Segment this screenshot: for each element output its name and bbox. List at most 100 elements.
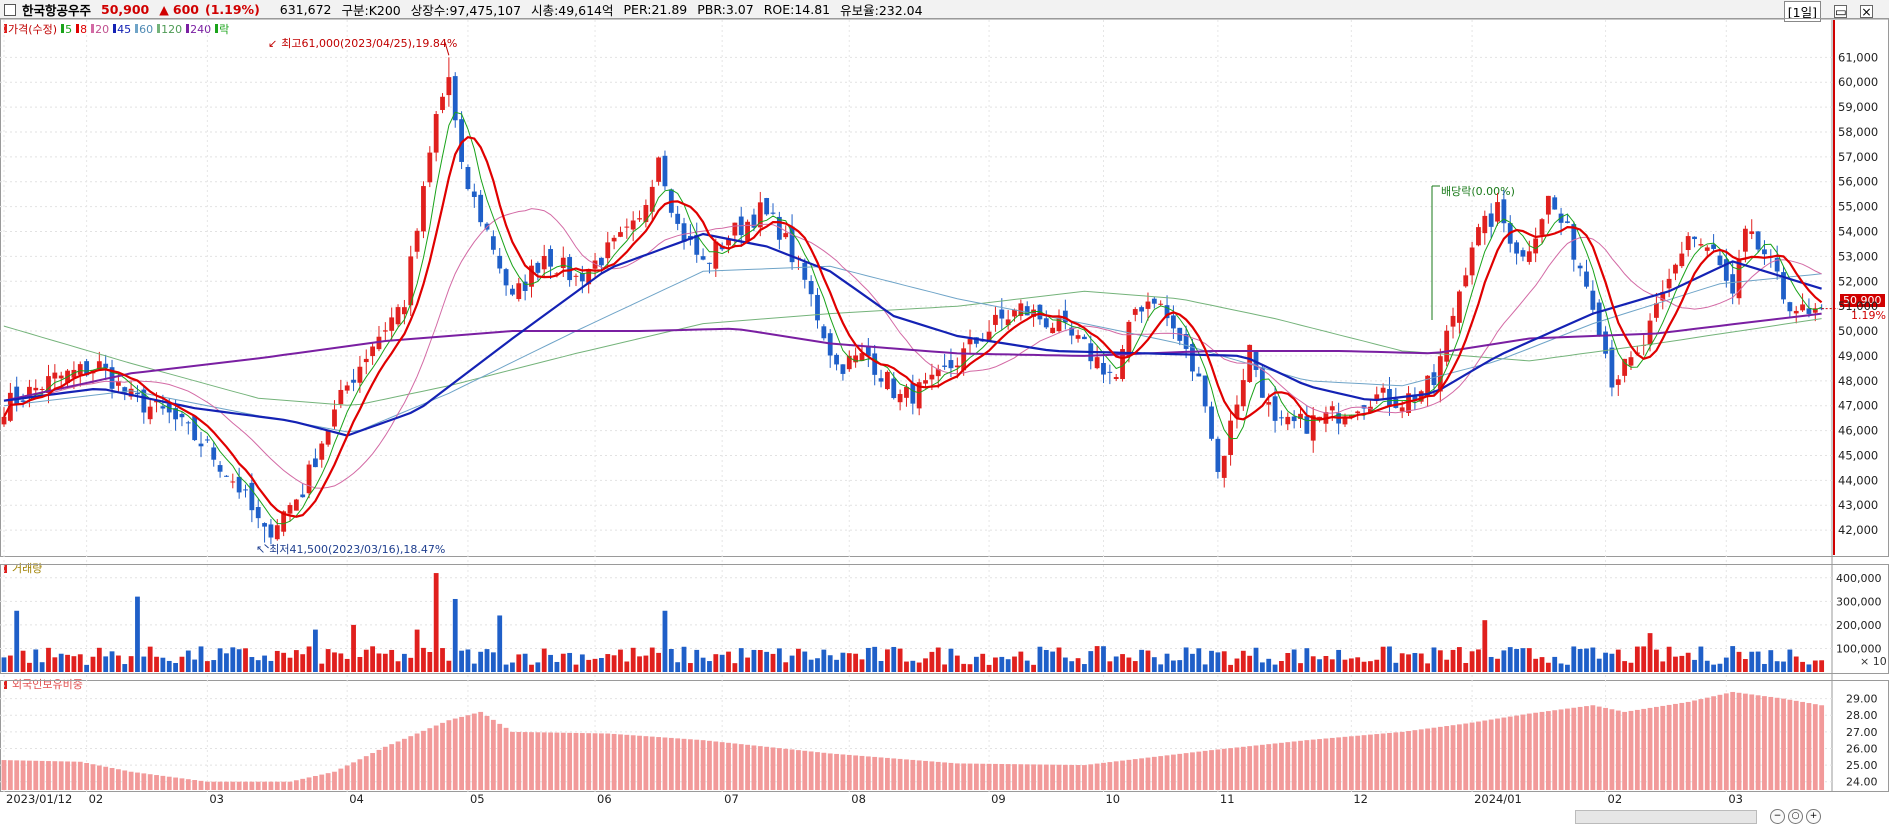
- volume-bar: [1641, 646, 1647, 672]
- foreign-bar: [1660, 705, 1666, 790]
- candle-body: [39, 388, 45, 390]
- volume-bar: [1679, 655, 1685, 672]
- volume-title[interactable]: 거래량: [12, 562, 43, 575]
- candle-body: [1793, 310, 1799, 314]
- candle-body: [878, 378, 884, 382]
- volume-bar: [656, 652, 662, 672]
- candle-body: [1437, 356, 1443, 392]
- volume-bar: [681, 646, 687, 672]
- candle-body: [1012, 309, 1017, 317]
- volume-bar: [1437, 650, 1443, 672]
- candle-body: [656, 157, 662, 182]
- volume-bar: [1622, 661, 1628, 672]
- candle-body: [1126, 321, 1132, 357]
- legend-ma8[interactable]: 8: [76, 23, 87, 36]
- foreign-bar: [973, 763, 979, 790]
- volume-bar: [1183, 647, 1189, 672]
- volume-bar: [1368, 661, 1373, 672]
- volume-bar: [694, 649, 700, 672]
- foreign-bar: [401, 738, 407, 790]
- legend-ma120[interactable]: 120: [157, 23, 182, 36]
- period-selector[interactable]: [1일]: [1783, 1, 1821, 22]
- volume-bar: [1145, 650, 1151, 672]
- volume-bar: [249, 657, 255, 672]
- candle-body: [1317, 416, 1322, 420]
- legend-drop[interactable]: 락: [215, 21, 229, 37]
- foreign-bar: [567, 732, 573, 790]
- legend-ma5[interactable]: 5: [61, 23, 72, 36]
- foreign-bar: [1209, 750, 1214, 790]
- volume-bar: [1259, 662, 1265, 672]
- zoom-in-icon[interactable]: +: [1806, 809, 1821, 824]
- foreign-bar: [1584, 706, 1589, 790]
- foreign-bar: [1348, 736, 1354, 790]
- foreign-bar: [1406, 731, 1411, 790]
- volume-bar: [757, 650, 763, 672]
- foreign-bar: [1037, 764, 1043, 790]
- x-tick-label: 07: [724, 792, 739, 806]
- foreign-bar: [637, 735, 642, 790]
- legend-ma240[interactable]: 240: [186, 23, 211, 36]
- foreign-bar: [935, 761, 941, 790]
- zoom-reset-icon[interactable]: ○: [1788, 809, 1803, 824]
- foreign-bar: [668, 737, 674, 790]
- candle-body: [1463, 275, 1469, 287]
- foreign-bar: [1018, 764, 1024, 790]
- foreign-bar: [954, 763, 960, 790]
- arrow-icon: ↙: [268, 36, 278, 50]
- volume-bar: [1043, 649, 1049, 672]
- foreign-bar: [1291, 741, 1297, 790]
- per-value: PER:21.89: [623, 2, 688, 17]
- legend-ma20[interactable]: 20: [91, 23, 109, 36]
- volume-bar: [1158, 664, 1164, 672]
- foreign-bar: [1806, 703, 1812, 790]
- minimize-icon[interactable]: ▭: [1834, 4, 1847, 19]
- foreign-bar: [1329, 737, 1335, 790]
- candle-body: [624, 226, 630, 228]
- volume-bar: [52, 657, 58, 672]
- volume-bar: [840, 652, 846, 672]
- volume-bar: [1698, 646, 1704, 672]
- volume-bar: [395, 661, 401, 672]
- volume-bar: [624, 661, 630, 672]
- candle-body: [1787, 302, 1793, 312]
- close-icon[interactable]: ×: [1860, 4, 1873, 19]
- foreign-bar: [408, 736, 414, 790]
- foreign-bar: [414, 733, 420, 790]
- candle-body: [1018, 303, 1024, 316]
- foreign-bar: [471, 713, 477, 790]
- foreign-bar: [363, 756, 369, 790]
- candle-body: [1374, 394, 1380, 401]
- volume-bar: [96, 647, 102, 672]
- foreign-bar: [115, 769, 121, 790]
- volume-bar: [471, 663, 477, 672]
- volume-bar: [262, 655, 267, 672]
- foreign-bar: [1145, 757, 1151, 790]
- foreign-bar: [1692, 700, 1697, 790]
- low-marker: [264, 544, 269, 549]
- candle-body: [1, 416, 7, 425]
- foreign-bar: [77, 761, 83, 790]
- candle-body: [1145, 301, 1151, 309]
- foreign-bar: [573, 732, 579, 790]
- candle-body: [1158, 303, 1164, 305]
- candle-body: [1781, 272, 1786, 300]
- zoom-out-icon[interactable]: −: [1770, 809, 1785, 824]
- volume-bar: [192, 659, 198, 672]
- legend-ma60[interactable]: 60: [135, 23, 153, 36]
- legend-price[interactable]: 가격(수정): [4, 21, 57, 37]
- volume-bar: [90, 656, 96, 672]
- legend-ma45[interactable]: 45: [113, 23, 131, 36]
- header-checkbox[interactable]: [4, 3, 16, 16]
- volume-bar: [605, 654, 611, 672]
- candle-body: [370, 346, 376, 357]
- volume-bar: [1170, 660, 1176, 672]
- volume-bar: [1755, 651, 1761, 672]
- foreign-title[interactable]: 외국인보유비중: [12, 678, 83, 691]
- candle-body: [1762, 249, 1767, 255]
- chart-scrollbar[interactable]: [1575, 810, 1757, 824]
- volume-bar: [1, 657, 7, 672]
- foreign-bar: [1526, 713, 1532, 790]
- foreign-bar: [1342, 736, 1348, 790]
